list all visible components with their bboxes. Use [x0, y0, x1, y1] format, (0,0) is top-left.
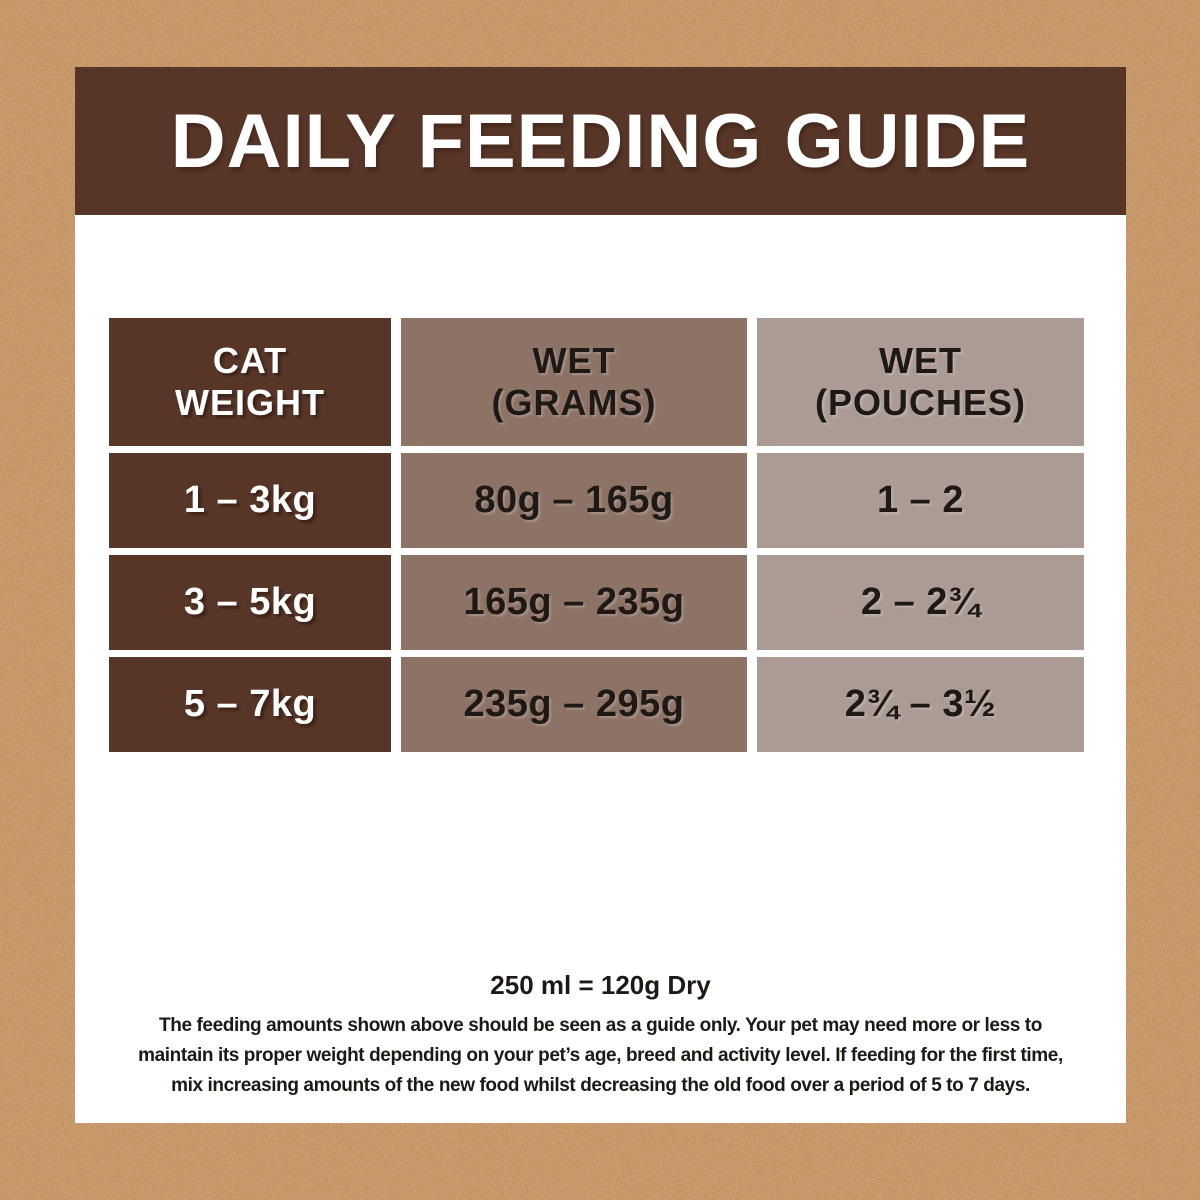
grams-value: 80g – 165g [474, 479, 674, 521]
feeding-note-line: mix increasing amounts of the new food w… [171, 1075, 1030, 1096]
column-header-label: WET [532, 340, 616, 381]
grams-value: 165g – 235g [463, 581, 685, 623]
column-header-label: (POUCHES) [814, 382, 1026, 423]
column-header-label: WEIGHT [175, 382, 325, 423]
column-header-label: (GRAMS) [491, 382, 657, 423]
cell-grams: 235g – 295g [401, 657, 747, 752]
cell-pouches: 1 – 2 [757, 453, 1084, 548]
table-header-row: CAT WEIGHT WET (GRAMS) WET (POUCHES) [109, 318, 1084, 446]
cell-grams: 165g – 235g [401, 555, 747, 650]
footer-notes: 250 ml = 120g Dry The feeding amounts sh… [75, 970, 1126, 1101]
column-header-cat-weight: CAT WEIGHT [109, 318, 391, 446]
header-band: DAILY FEEDING GUIDE [75, 67, 1126, 215]
feeding-table: CAT WEIGHT WET (GRAMS) WET (POUCHES) 1 –… [109, 318, 1084, 752]
column-header-wet-grams: WET (GRAMS) [401, 318, 747, 446]
pouches-value: 2¾ – 3½ [844, 683, 997, 725]
cell-pouches: 2 – 2¾ [757, 555, 1084, 650]
pouches-value: 1 – 2 [876, 479, 965, 521]
feeding-note-line: The feeding amounts shown above should b… [159, 1015, 1042, 1036]
cell-weight: 5 – 7kg [109, 657, 391, 752]
weight-value: 3 – 5kg [183, 581, 317, 623]
column-header-label: CAT [212, 340, 288, 381]
column-header-label: WET [879, 340, 962, 381]
feeding-guide-panel: DAILY FEEDING GUIDE CAT WEIGHT WET (GRAM… [75, 67, 1126, 1123]
cell-pouches: 2¾ – 3½ [757, 657, 1084, 752]
weight-value: 1 – 3kg [183, 479, 317, 521]
column-header-wet-pouches: WET (POUCHES) [757, 318, 1084, 446]
grams-value: 235g – 295g [463, 683, 685, 725]
table-row: 3 – 5kg 165g – 235g 2 – 2¾ [109, 555, 1084, 650]
table-row: 5 – 7kg 235g – 295g 2¾ – 3½ [109, 657, 1084, 752]
pouches-value: 2 – 2¾ [860, 581, 981, 623]
feeding-note: The feeding amounts shown above should b… [75, 1011, 1126, 1101]
cell-weight: 3 – 5kg [109, 555, 391, 650]
weight-value: 5 – 7kg [183, 683, 317, 725]
table-row: 1 – 3kg 80g – 165g 1 – 2 [109, 453, 1084, 548]
cell-grams: 80g – 165g [401, 453, 747, 548]
feeding-note-line: maintain its proper weight depending on … [138, 1045, 1063, 1066]
page-title: DAILY FEEDING GUIDE [170, 98, 1031, 184]
dry-conversion-note: 250 ml = 120g Dry [490, 970, 711, 1000]
cell-weight: 1 – 3kg [109, 453, 391, 548]
